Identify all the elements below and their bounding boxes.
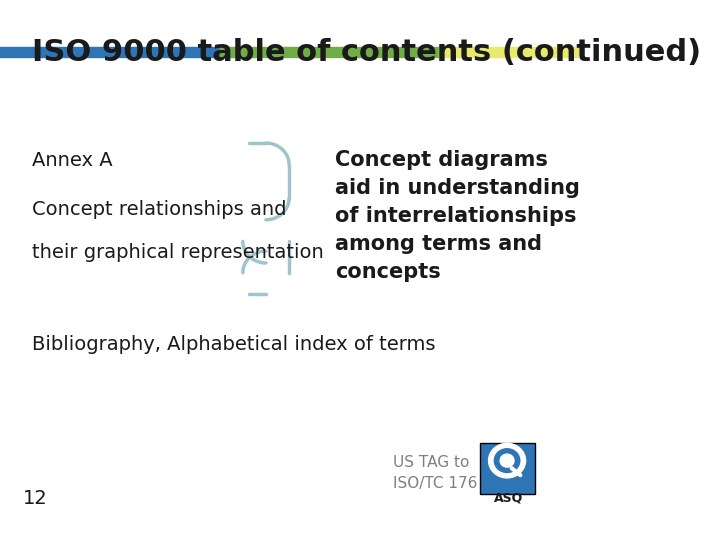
Circle shape xyxy=(500,454,514,467)
Text: 12: 12 xyxy=(23,489,48,508)
FancyBboxPatch shape xyxy=(480,443,535,494)
Text: their graphical representation: their graphical representation xyxy=(32,243,323,262)
Text: ASQ: ASQ xyxy=(494,491,523,504)
Text: Concept relationships and: Concept relationships and xyxy=(32,200,287,219)
Text: ISO 9000 table of contents (continued): ISO 9000 table of contents (continued) xyxy=(32,38,701,67)
Text: Bibliography, Alphabetical index of terms: Bibliography, Alphabetical index of term… xyxy=(32,335,436,354)
Text: Concept diagrams
aid in understanding
of interrelationships
among terms and
conc: Concept diagrams aid in understanding of… xyxy=(336,150,580,282)
Bar xyxy=(220,47,439,57)
Bar xyxy=(0,47,220,57)
Text: Annex A: Annex A xyxy=(32,151,112,170)
Text: US TAG to
ISO/TC 176: US TAG to ISO/TC 176 xyxy=(393,455,477,491)
Bar xyxy=(439,47,578,57)
Circle shape xyxy=(489,443,526,478)
Circle shape xyxy=(495,449,520,472)
